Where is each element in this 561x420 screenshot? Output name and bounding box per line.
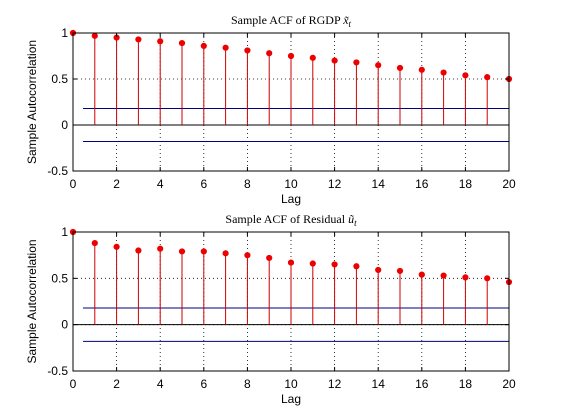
x-tick-label: 12 (328, 177, 342, 191)
acf-point-lag-5 (178, 248, 186, 255)
acf-point-lag-18 (462, 274, 469, 281)
x-tick-label: 16 (415, 177, 429, 191)
x-tick-label: 6 (200, 377, 207, 391)
acf-point-lag-14 (375, 62, 382, 69)
acf-point-lag-9 (266, 50, 273, 57)
x-tick-label: 14 (372, 177, 386, 191)
x-tick-label: 2 (113, 377, 120, 391)
acf-point-lag-12 (331, 57, 338, 64)
acf-point-lag-12 (331, 261, 338, 268)
acf-point-lag-4 (157, 38, 164, 45)
acf-point-lag-5 (178, 40, 186, 47)
acf-point-lag-6 (200, 248, 207, 255)
x-tick-label: 20 (502, 177, 516, 191)
acf-point-lag-1 (91, 240, 98, 247)
x-tick-label: 6 (200, 177, 207, 191)
x-tick-label: 20 (502, 377, 516, 391)
chart-title-text: Sample ACF of RGDP (231, 13, 343, 27)
acf-point-lag-6 (200, 42, 207, 49)
acf-point-lag-8 (244, 47, 251, 54)
x-tick-label: 18 (459, 377, 473, 391)
y-tick-label: 0 (61, 318, 68, 332)
acf-point-lag-3 (135, 36, 142, 43)
acf-point-lag-10 (287, 52, 295, 60)
x-tick-label: 0 (70, 177, 77, 191)
x-tick-label: 12 (328, 377, 342, 391)
x-tick-label: 4 (157, 177, 164, 191)
acf-point-lag-17 (440, 69, 447, 76)
y-tick-label: 1 (61, 225, 68, 239)
chart-title-text: Sample ACF of Residual (225, 212, 348, 226)
acf-point-lag-15 (396, 267, 404, 275)
chart-title-subscript: t (349, 19, 352, 29)
x-tick-label: 4 (157, 377, 164, 391)
chart-title-subscript: t (354, 218, 357, 228)
x-tick-label: 0 (70, 377, 77, 391)
acf-point-lag-3 (135, 247, 142, 254)
acf-point-lag-15 (396, 64, 404, 72)
acf-point-lag-14 (375, 266, 382, 274)
acf-point-lag-11 (309, 260, 316, 267)
x-tick-label: 14 (372, 377, 386, 391)
y-tick-label: 0.5 (51, 271, 68, 285)
x-tick-label: 18 (459, 177, 473, 191)
y-tick-label: -0.5 (47, 364, 68, 378)
acf-point-lag-1 (91, 32, 98, 39)
y-axis-label: Sample Autocorrelation (25, 239, 39, 363)
acf-point-lag-9 (266, 254, 273, 262)
acf-point-lag-2 (113, 243, 120, 250)
chart-title-symbol: ũ (348, 212, 354, 226)
chart-title: Sample ACF of RGDP x̃t (231, 13, 352, 29)
acf-point-lag-16 (418, 66, 425, 73)
acf-point-lag-11 (309, 54, 316, 61)
acf-point-lag-13 (353, 263, 360, 270)
chart-title-symbol: x̃ (342, 13, 349, 27)
y-tick-label: 0 (61, 118, 68, 132)
x-tick-label: 10 (284, 377, 298, 391)
acf-point-lag-4 (157, 245, 164, 252)
acf-point-lag-10 (287, 259, 295, 266)
y-tick-label: 1 (61, 26, 68, 40)
acf-point-lag-13 (353, 59, 360, 66)
acf-point-lag-7 (222, 44, 229, 51)
y-axis-label: Sample Autocorrelation (25, 40, 39, 164)
x-tick-label: 16 (415, 377, 429, 391)
chart-title: Sample ACF of Residual ũt (225, 212, 357, 228)
x-tick-label: 2 (113, 177, 120, 191)
acf-point-lag-18 (462, 72, 469, 79)
x-tick-label: 8 (244, 177, 251, 191)
x-axis-label: Lag (281, 192, 301, 206)
acf-point-lag-7 (222, 250, 229, 257)
x-axis-label: Lag (281, 392, 301, 406)
x-tick-label: 10 (284, 177, 298, 191)
acf-point-lag-19 (484, 74, 491, 81)
x-tick-label: 8 (244, 377, 251, 391)
acf-point-lag-19 (484, 275, 491, 282)
acf-point-lag-16 (418, 271, 425, 278)
acf-point-lag-8 (244, 252, 251, 259)
y-tick-label: 0.5 (51, 72, 68, 86)
acf-point-lag-17 (440, 272, 447, 279)
y-tick-label: -0.5 (47, 164, 68, 178)
